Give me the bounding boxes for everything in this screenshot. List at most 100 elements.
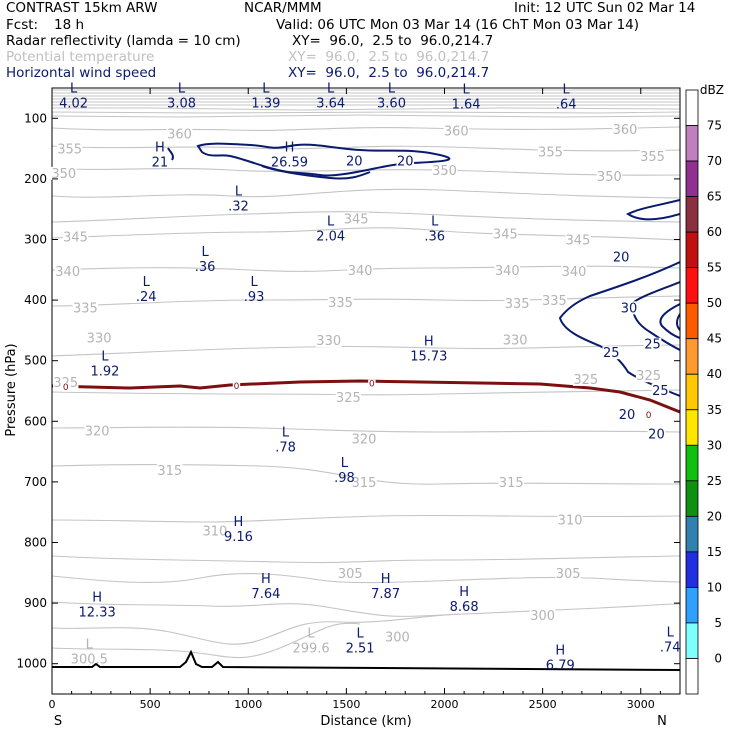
extremum-marker: L [70,81,78,96]
wind-speed-label: 20 [648,427,665,442]
init-time: Init: 12 UTC Sun 02 Mar 14 [514,0,696,16]
wind-speed-label-bg [345,154,364,168]
wind-speed-label-bg [651,383,670,397]
extremum-value: .24 [136,290,157,305]
theta-label: 355 [640,150,665,165]
theta-label: 335 [328,296,353,311]
theta-contours [52,126,680,659]
extremum-marker: L [388,81,396,96]
extremum-marker: L [327,215,335,230]
legend-level-label: 60 [707,225,722,239]
theta-label: 335 [542,294,567,309]
y-tick-label: 400 [24,293,47,307]
extremum-marker: L [262,81,270,96]
theta-label: 350 [432,164,457,179]
wind-speed-label-bg [643,337,662,351]
y-axis-title: Pressure (hPa) [4,343,19,436]
extremum-marker: L [251,275,259,290]
legend-level-label: 75 [707,119,722,133]
theta-label: 315 [499,476,524,491]
theta-label-bg [72,301,99,315]
extremum-value: 2.04 [316,230,345,245]
legend-color-box [685,658,699,695]
extremum-marker: L [356,627,364,642]
legend-level-label: 50 [707,296,722,310]
field-theta-name: Potential temperature [6,49,155,65]
legend-level-label: 0 [714,651,722,665]
theta-label: 345 [566,234,591,249]
legend-level-label: 15 [707,545,722,559]
legend-level-label: 45 [707,332,722,346]
legend-level-label: 30 [707,438,722,452]
north-label: N [657,714,667,729]
wind-speed-label-bg [620,301,638,315]
model-name: CONTRAST 15km ARW [6,0,158,16]
extremum-marker: L [143,275,151,290]
theta-label: 330 [316,334,341,349]
extremum-marker: L [327,81,335,96]
extremum-value: 3.64 [316,96,345,111]
extremum-marker: H [381,572,391,587]
extremum-marker: H [555,644,565,659]
y-tick-label: 900 [24,596,47,610]
legend-title: dBZ [700,83,724,97]
theta-label-bg [84,424,110,438]
freezing-level-label: 0 [63,383,69,393]
theta-label-bg [561,265,587,279]
theta-label-bg [335,391,362,405]
wind-speed-label: 20 [346,155,363,170]
legend-color-box [685,196,699,233]
extremum-marker: L [307,627,315,642]
x-tick-label: 2500 [529,698,557,711]
wind-speed-label: 25 [603,346,620,361]
y-tick-label: 700 [24,475,47,489]
x-axis-title: Distance (km) [320,714,411,729]
extremum-marker: H [261,572,271,587]
theta-label: 335 [505,297,530,312]
theta-label-bg [51,166,77,180]
wind-speed-label-bg [396,154,415,168]
x-tick-label: 2000 [431,698,459,711]
extremum-value: 1.92 [91,365,120,380]
y-tick-label: 200 [24,172,47,186]
extremum-value: 1.39 [251,96,280,111]
legend-color-box [685,373,699,411]
theta-label-bg [555,566,581,580]
theta-label-bg [502,333,528,347]
theta-label-bg [166,127,193,141]
theta-label-bg [351,432,377,446]
theta-label-bg [492,227,519,241]
theta-label-bg [529,609,556,623]
theta-label-bg [202,524,228,538]
theta-label: 355 [57,143,82,158]
theta-label: 300 [385,630,410,645]
y-tick-label: 100 [24,111,47,125]
extremum-value: 26.59 [271,156,308,171]
legend-color-box [685,302,699,340]
extremum-marker: L [431,215,439,230]
extremum-value: .74 [660,640,681,655]
theta-label: 300 [530,609,555,624]
theta-label-bg [55,265,81,279]
extremum-value: 15.73 [410,350,447,365]
wind-speed-label: 20 [619,408,636,423]
y-tick-label: 300 [24,233,47,247]
legend-level-label: 65 [707,190,722,204]
legend-level-label: 5 [714,616,722,630]
south-label: S [54,714,62,729]
freezing-level-label: 0 [369,380,375,390]
terrain-line [52,649,680,671]
theta-label: 340 [562,265,587,280]
extremum-value: .93 [244,290,265,305]
legend-color-box [685,267,699,304]
theta-label-bg [384,630,411,644]
x-tick-label: 0 [49,698,56,711]
extremum-marker: L [563,82,571,97]
theta-label: 360 [444,124,469,139]
field-reflectivity-xy: XY= 96.0, 2.5 to 96.0,214.7 [292,33,494,49]
field-reflectivity-name: Radar reflectivity (lamda = 10 cm) [6,33,241,49]
theta-label: 350 [51,167,76,182]
theta-label: 350 [597,170,622,185]
legend-color-box [685,125,699,162]
